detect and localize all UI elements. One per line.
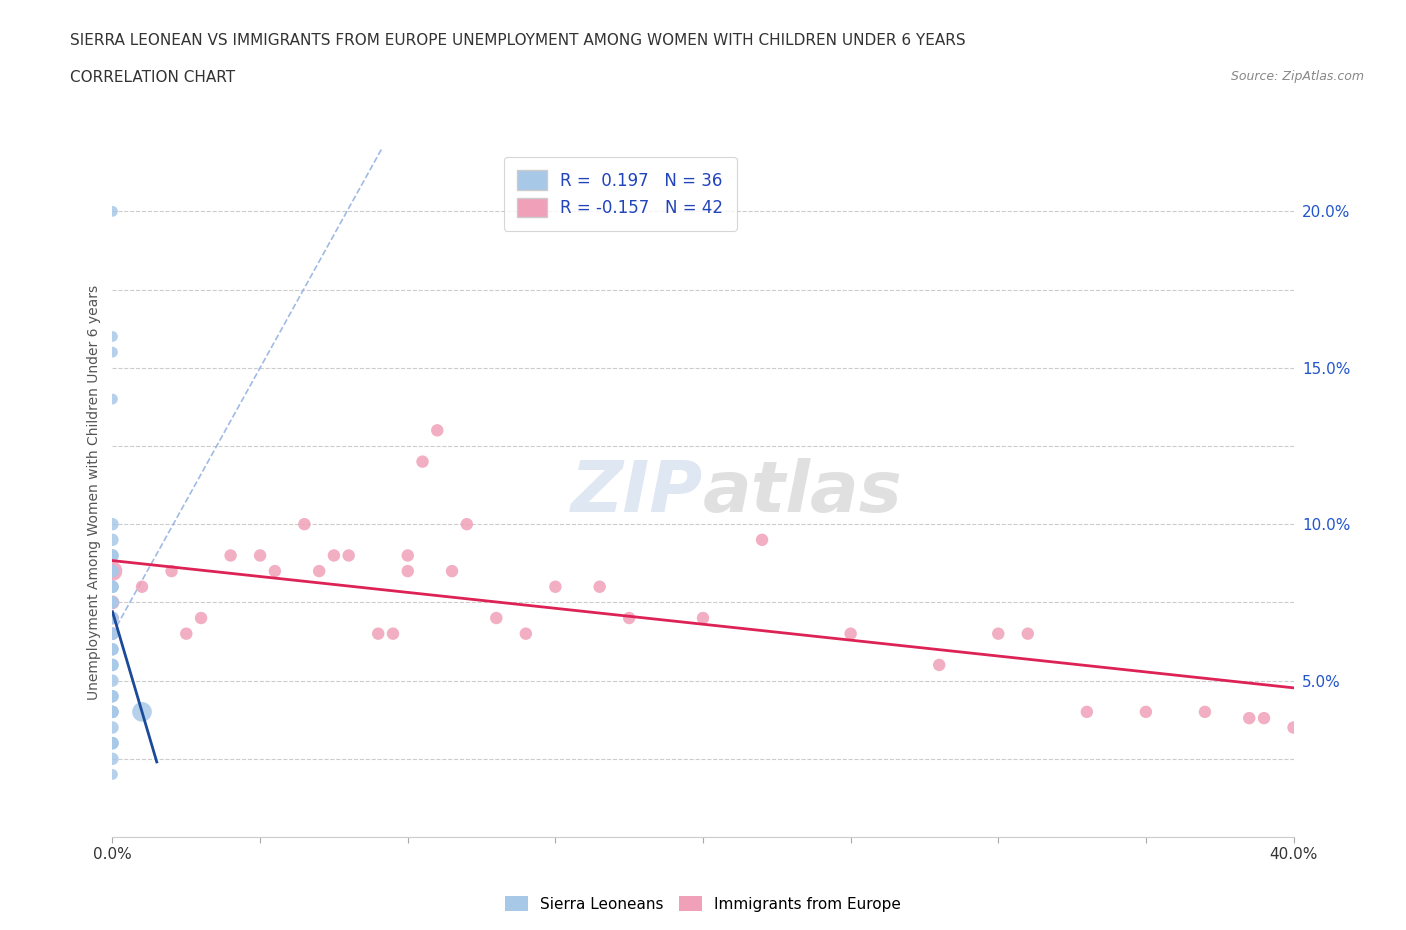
Point — [1253, 711, 1275, 725]
Point — [101, 329, 124, 344]
Point — [101, 642, 124, 657]
Point — [101, 658, 124, 672]
Point — [249, 548, 271, 563]
Point — [382, 626, 405, 641]
Point — [219, 548, 242, 563]
Legend: R =  0.197   N = 36, R = -0.157   N = 42: R = 0.197 N = 36, R = -0.157 N = 42 — [503, 157, 737, 231]
Point — [928, 658, 950, 672]
Text: Source: ZipAtlas.com: Source: ZipAtlas.com — [1230, 70, 1364, 83]
Point — [101, 517, 124, 532]
Point — [101, 689, 124, 704]
Text: ZIP: ZIP — [571, 458, 703, 527]
Point — [101, 548, 124, 563]
Point — [323, 548, 346, 563]
Point — [515, 626, 537, 641]
Point — [101, 736, 124, 751]
Point — [101, 720, 124, 735]
Point — [987, 626, 1010, 641]
Point — [101, 658, 124, 672]
Point — [131, 579, 153, 594]
Point — [101, 595, 124, 610]
Text: SIERRA LEONEAN VS IMMIGRANTS FROM EUROPE UNEMPLOYMENT AMONG WOMEN WITH CHILDREN : SIERRA LEONEAN VS IMMIGRANTS FROM EUROPE… — [70, 33, 966, 47]
Point — [160, 564, 183, 578]
Point — [101, 595, 124, 610]
Point — [101, 704, 124, 719]
Point — [441, 564, 464, 578]
Point — [101, 626, 124, 641]
Point — [1135, 704, 1157, 719]
Y-axis label: Unemployment Among Women with Children Under 6 years: Unemployment Among Women with Children U… — [87, 286, 101, 700]
Point — [396, 564, 419, 578]
Point — [264, 564, 287, 578]
Text: atlas: atlas — [703, 458, 903, 527]
Point — [101, 564, 124, 578]
Point — [101, 611, 124, 626]
Point — [101, 626, 124, 641]
Point — [101, 704, 124, 719]
Point — [456, 517, 478, 532]
Point — [101, 532, 124, 547]
Point — [101, 689, 124, 704]
Point — [101, 642, 124, 657]
Legend: Sierra Leoneans, Immigrants from Europe: Sierra Leoneans, Immigrants from Europe — [499, 889, 907, 918]
Point — [1194, 704, 1216, 719]
Point — [101, 611, 124, 626]
Point — [101, 673, 124, 688]
Point — [485, 611, 508, 626]
Point — [367, 626, 389, 641]
Point — [588, 579, 610, 594]
Point — [101, 595, 124, 610]
Point — [101, 579, 124, 594]
Point — [101, 564, 124, 578]
Point — [101, 736, 124, 751]
Point — [1076, 704, 1098, 719]
Point — [101, 611, 124, 626]
Point — [101, 579, 124, 594]
Point — [101, 767, 124, 782]
Point — [190, 611, 212, 626]
Point — [101, 392, 124, 406]
Point — [619, 611, 641, 626]
Point — [751, 532, 773, 547]
Point — [292, 517, 315, 532]
Point — [101, 736, 124, 751]
Point — [101, 579, 124, 594]
Point — [692, 611, 714, 626]
Point — [396, 548, 419, 563]
Point — [131, 704, 153, 719]
Point — [308, 564, 330, 578]
Text: CORRELATION CHART: CORRELATION CHART — [70, 70, 235, 85]
Point — [101, 204, 124, 219]
Point — [101, 751, 124, 766]
Point — [426, 423, 449, 438]
Point — [101, 548, 124, 563]
Point — [411, 454, 433, 469]
Point — [174, 626, 197, 641]
Point — [839, 626, 862, 641]
Point — [101, 626, 124, 641]
Point — [1017, 626, 1039, 641]
Point — [101, 345, 124, 360]
Point — [337, 548, 360, 563]
Point — [101, 611, 124, 626]
Point — [101, 704, 124, 719]
Point — [544, 579, 567, 594]
Point — [101, 626, 124, 641]
Point — [1239, 711, 1261, 725]
Point — [101, 564, 124, 578]
Point — [1282, 720, 1305, 735]
